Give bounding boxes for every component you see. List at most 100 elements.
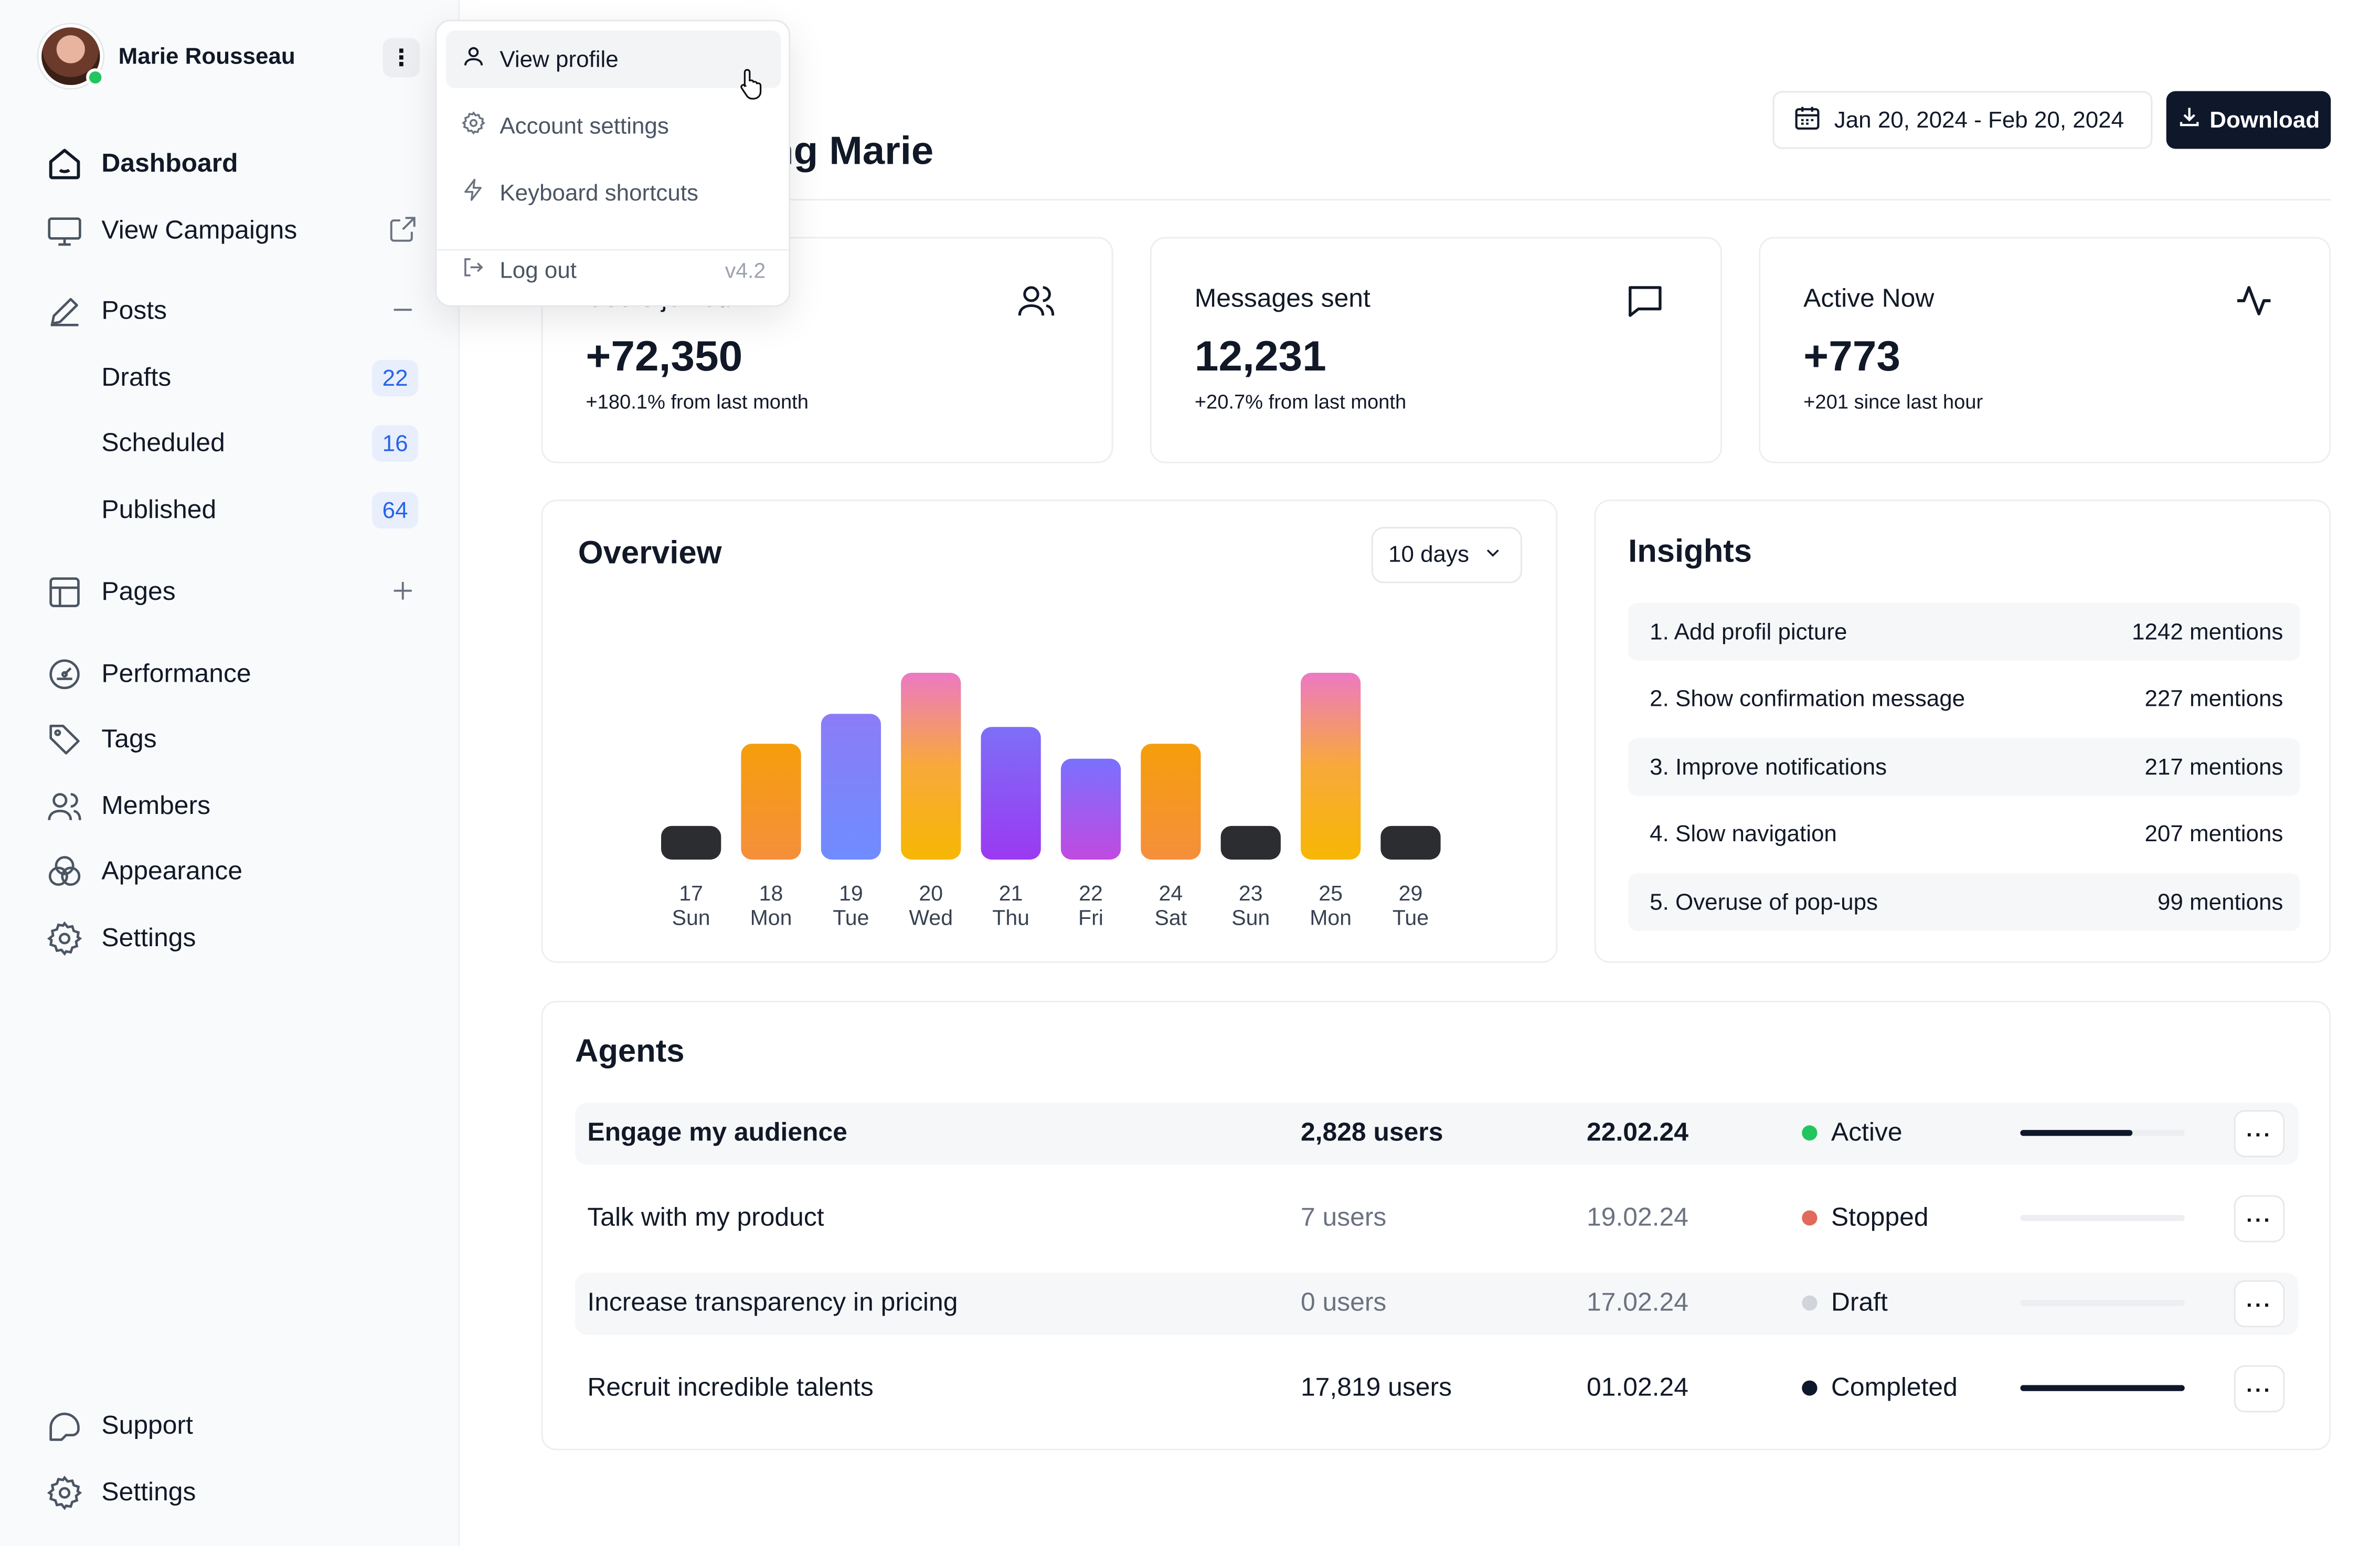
more-actions-button[interactable]: ···	[2234, 1195, 2285, 1243]
agent-row[interactable]: Increase transparency in pricing 0 users 1…	[575, 1273, 2299, 1335]
agent-date: 19.02.24	[1586, 1202, 1688, 1232]
more-options-button[interactable]: ⋮	[382, 38, 420, 78]
insight-row[interactable]: 3. Improve notifications 217 mentions	[1628, 738, 2300, 796]
x-tick-weekday: Wed	[909, 905, 953, 930]
progress-bar	[2020, 1130, 2185, 1136]
sidebar-item-tags[interactable]: Tags	[46, 717, 418, 763]
sidebar-item-label: Members	[101, 791, 211, 820]
monitor-icon	[46, 213, 83, 249]
sidebar-item-label: Pages	[101, 577, 176, 606]
online-status-dot	[86, 68, 105, 87]
x-tick-weekday: Fri	[1078, 905, 1103, 930]
more-actions-button[interactable]: ···	[2234, 1110, 2285, 1158]
tag-icon	[46, 722, 83, 758]
sidebar-item-pages[interactable]: Pages	[46, 569, 418, 615]
download-button[interactable]: Download	[2166, 91, 2331, 149]
insight-row[interactable]: 2. Show confirmation message 227 mention…	[1628, 670, 2300, 727]
range-select[interactable]: 10 days	[1371, 527, 1522, 584]
sidebar-item-label: Scheduled	[101, 428, 225, 458]
gear-icon	[46, 920, 83, 957]
sidebar-item-appearance[interactable]: Appearance	[46, 849, 418, 895]
sidebar-item-support[interactable]: Support	[46, 1403, 418, 1449]
menu-item-label: Log out	[500, 257, 577, 283]
insight-mentions: 207 mentions	[2144, 821, 2283, 847]
avatar[interactable]	[38, 24, 105, 88]
status-dot	[1802, 1125, 1818, 1141]
sidebar-item-posts[interactable]: Posts	[46, 289, 418, 334]
bolt-icon	[461, 178, 486, 208]
menu-item-view-profile[interactable]: View profile	[445, 30, 781, 88]
pen-icon	[46, 293, 83, 330]
sidebar-item-view-campaigns[interactable]: View Campaigns	[46, 208, 418, 253]
menu-item-account-settings[interactable]: Account settings	[446, 97, 781, 155]
agent-row[interactable]: Engage my audience 2,828 users 22.02.24 Act…	[575, 1102, 2299, 1165]
sidebar-item-members[interactable]: Members	[46, 783, 418, 829]
insight-mentions: 99 mentions	[2157, 889, 2283, 915]
agent-date: 01.02.24	[1586, 1373, 1688, 1402]
chart-bar	[1380, 825, 1441, 860]
sidebar: Marie Rousseau ⋮ Dashboard View Campaign…	[0, 0, 460, 1546]
status-label: Completed	[1831, 1373, 1958, 1402]
x-tick-weekday: Tue	[1392, 905, 1429, 930]
agent-status: Stopped	[1802, 1202, 1929, 1233]
minus-icon[interactable]	[387, 294, 418, 332]
agent-date: 17.02.24	[1586, 1288, 1688, 1317]
progress-bar	[2020, 1215, 2185, 1221]
x-tick-label: 25 Mon	[1292, 881, 1369, 929]
sidebar-item-label: Settings	[101, 923, 196, 952]
message-icon	[1625, 281, 1665, 328]
progress-bar	[2020, 1300, 2185, 1306]
x-tick-day: 21	[998, 881, 1023, 905]
sidebar-item-scheduled[interactable]: Scheduled 16	[101, 422, 419, 465]
home-icon	[46, 146, 83, 182]
chart-bar	[981, 727, 1041, 860]
sidebar-item-footer-settings[interactable]: Settings	[46, 1470, 418, 1516]
x-tick-day: 24	[1159, 881, 1183, 905]
range-select-value: 10 days	[1388, 542, 1469, 568]
sidebar-item-dashboard[interactable]: Dashboard	[46, 141, 418, 187]
stat-subtext: +20.7% from last month	[1194, 390, 1407, 414]
x-tick-weekday: Sun	[672, 905, 710, 930]
date-range-picker[interactable]: Jan 20, 2024 - Feb 20, 2024	[1772, 91, 2153, 149]
x-tick-label: 23 Sun	[1212, 881, 1289, 929]
x-tick-label: 18 Mon	[732, 881, 810, 929]
insight-row[interactable]: 1. Add profil picture 1242 mentions	[1628, 602, 2300, 661]
stat-card-active: Active Now +773 +201 since last hour	[1759, 237, 2331, 463]
stat-value: +773	[1803, 332, 1900, 380]
user-profile[interactable]: Marie Rousseau	[38, 24, 423, 88]
plus-icon[interactable]	[387, 576, 418, 613]
status-dot	[1802, 1295, 1818, 1311]
insight-label: 5. Overuse of pop-ups	[1650, 889, 1878, 915]
x-tick-day: 19	[839, 881, 863, 905]
stat-title: Messages sent	[1194, 284, 1370, 313]
menu-item-label: Account settings	[500, 113, 669, 139]
insight-mentions: 227 mentions	[2144, 685, 2283, 712]
insight-mentions: 1242 mentions	[2132, 619, 2283, 645]
x-tick-weekday: Mon	[750, 905, 792, 930]
sidebar-item-settings[interactable]: Settings	[46, 916, 418, 961]
chevron-down-icon	[1481, 542, 1503, 569]
stat-value: 12,231	[1194, 332, 1326, 380]
status-label: Stopped	[1831, 1202, 1929, 1232]
user-icon	[461, 44, 486, 75]
more-actions-button[interactable]: ···	[2234, 1280, 2285, 1328]
x-tick-label: 19 Tue	[813, 881, 890, 929]
insights-card: Insights 1. Add profil picture 1242 ment…	[1594, 500, 2331, 963]
external-link-icon[interactable]	[387, 214, 418, 252]
sidebar-item-performance[interactable]: Performance	[46, 651, 418, 697]
agent-row[interactable]: Talk with my product 7 users 19.02.24 Stopp…	[575, 1188, 2299, 1250]
chart-bar	[661, 825, 721, 860]
sidebar-item-published[interactable]: Published 64	[101, 489, 419, 532]
agent-row[interactable]: Recruit incredible talents 17,819 users 01…	[575, 1358, 2299, 1420]
menu-item-keyboard-shortcuts[interactable]: Keyboard shortcuts	[446, 164, 781, 222]
overview-bar-chart	[661, 673, 1441, 860]
more-actions-button[interactable]: ···	[2234, 1365, 2285, 1413]
calendar-icon	[1793, 102, 1822, 137]
insight-row[interactable]: 4. Slow navigation 207 mentions	[1628, 805, 2300, 863]
sidebar-item-drafts[interactable]: Drafts 22	[101, 357, 419, 399]
user-name: Marie Rousseau	[118, 43, 295, 69]
insight-row[interactable]: 5. Overuse of pop-ups 99 mentions	[1628, 873, 2300, 931]
progress-fill	[2020, 1385, 2185, 1391]
agent-name: Talk with my product	[587, 1202, 824, 1232]
menu-item-log-out[interactable]: Log out v4.2	[446, 241, 781, 299]
